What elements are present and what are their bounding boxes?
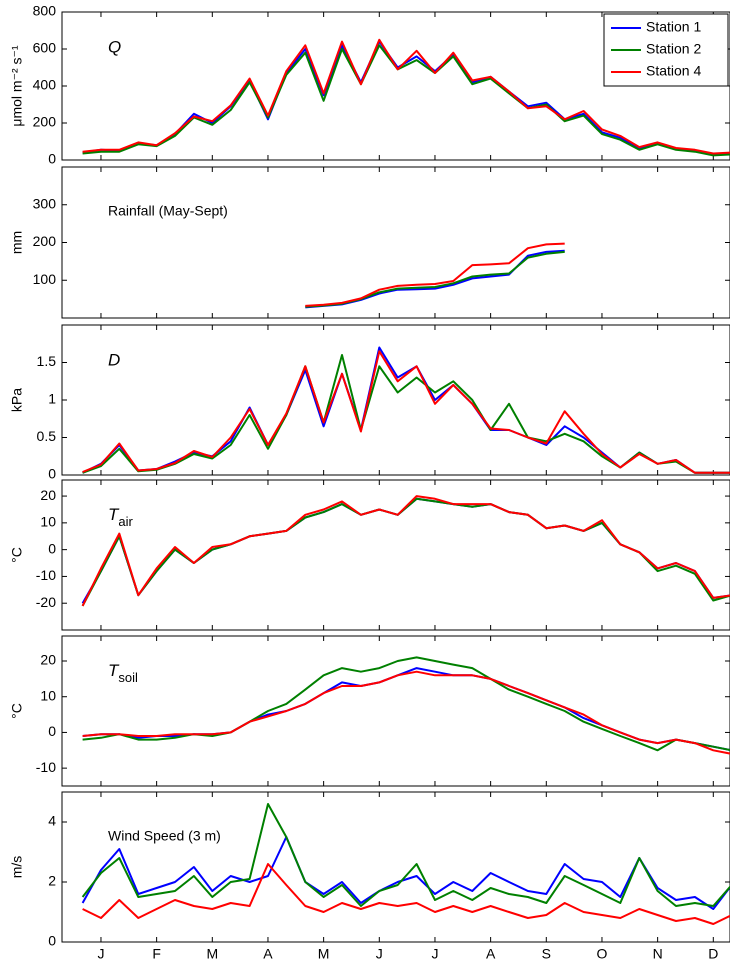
panel-frame [61, 479, 730, 631]
data-line [305, 250, 565, 308]
y-tick-label: -10 [36, 759, 56, 775]
x-tick-label: M [318, 946, 330, 962]
y-axis-label: kPa [9, 388, 25, 412]
x-tick-label: J [431, 946, 438, 962]
x-tick-label: A [486, 946, 496, 962]
panel-frame [61, 166, 730, 319]
legend-label: Station 1 [646, 19, 701, 35]
x-tick-label: J [97, 946, 104, 962]
annotation-main: T [108, 505, 120, 524]
y-tick-label: 0 [48, 466, 56, 482]
panel-frame [61, 791, 730, 943]
panel-annotation: Q [108, 37, 121, 56]
y-tick-label: 2 [48, 873, 56, 889]
legend-label: Station 2 [646, 41, 701, 57]
panel-frame [61, 324, 730, 476]
y-tick-label: 400 [33, 77, 57, 93]
y-tick-label: 200 [33, 114, 57, 130]
y-tick-label: 600 [33, 40, 57, 56]
data-line [82, 350, 730, 474]
y-tick-label: -10 [36, 567, 56, 583]
data-line [82, 40, 730, 156]
annotation-subscript: soil [118, 670, 138, 685]
annotation-subscript: air [118, 514, 133, 529]
y-tick-label: 20 [40, 487, 56, 503]
y-tick-label: 0 [48, 933, 56, 949]
annotation-main: T [108, 661, 120, 680]
y-tick-label: 10 [40, 514, 56, 530]
y-tick-label: 100 [33, 271, 57, 287]
panel-annotation: Wind Speed (3 m) [108, 828, 221, 844]
panel-frame [61, 635, 730, 787]
data-line [82, 670, 730, 755]
x-tick-label: D [708, 946, 718, 962]
x-tick-label: J [376, 946, 383, 962]
y-tick-label: 300 [33, 195, 57, 211]
y-tick-label: 20 [40, 652, 56, 668]
data-line [81, 495, 730, 607]
data-line [81, 803, 730, 907]
y-axis-label: °C [9, 703, 25, 719]
data-line [81, 836, 730, 910]
y-tick-label: 0.5 [37, 428, 57, 444]
y-tick-label: 800 [33, 3, 57, 19]
panel-annotation: Tair [108, 505, 134, 529]
data-line [82, 38, 730, 155]
x-tick-label: N [653, 946, 663, 962]
x-tick-label: S [542, 946, 551, 962]
y-axis-label: m/s [9, 856, 25, 879]
data-line [82, 346, 730, 474]
x-tick-label: M [206, 946, 218, 962]
y-tick-label: 4 [48, 813, 56, 829]
y-tick-label: 1 [48, 391, 56, 407]
y-tick-label: 0 [48, 540, 56, 556]
y-tick-label: 0 [48, 723, 56, 739]
data-line [81, 497, 730, 607]
legend-label: Station 4 [646, 63, 701, 79]
y-axis-label: mm [9, 231, 25, 254]
x-tick-label: A [263, 946, 273, 962]
y-tick-label: 0 [48, 151, 56, 167]
data-line [82, 863, 730, 925]
panel-annotation: Tsoil [108, 661, 138, 685]
data-line [305, 242, 565, 307]
x-tick-label: F [152, 946, 161, 962]
panel-annotation: Rainfall (May-Sept) [108, 203, 228, 219]
y-axis-label: μmol m⁻² s⁻¹ [9, 45, 25, 127]
y-tick-label: 200 [33, 233, 57, 249]
panel-annotation: D [108, 350, 120, 369]
x-tick-label: O [597, 946, 608, 962]
y-axis-label: °C [9, 547, 25, 563]
y-tick-label: 10 [40, 687, 56, 703]
y-tick-label: 1.5 [37, 353, 57, 369]
y-tick-label: -20 [36, 594, 56, 610]
